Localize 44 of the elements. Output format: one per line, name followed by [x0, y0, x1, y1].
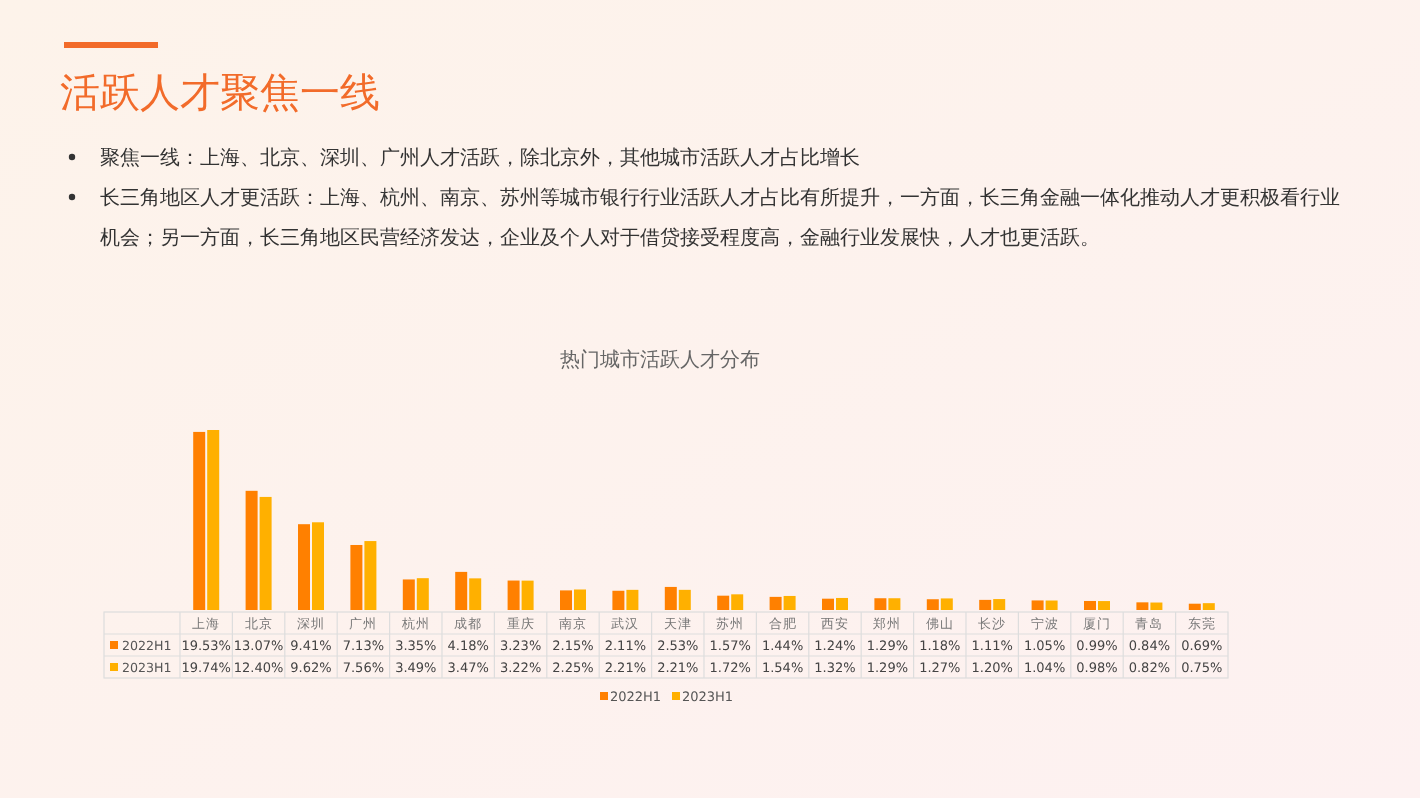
bar	[298, 524, 310, 610]
bar	[1202, 603, 1215, 610]
bar	[940, 598, 953, 610]
bar	[731, 594, 744, 610]
bar	[717, 595, 730, 610]
bar	[1084, 600, 1096, 610]
bar	[822, 598, 834, 610]
text: 长三角地区人才更活跃：上海、杭州、南京、苏州等城市银行行业活跃人才占比有所提升，一方面，长三角金融一体化推动人才更积极看行业机会；另一方面，长三角地区民营经济发达，企业及个人对于借贷接受程度高，金融行业发展快，人才也更活跃。	[100, 186, 1340, 250]
bar	[979, 599, 992, 610]
chart-subtitle: 热门城市活跃人才分布	[560, 348, 760, 372]
bar	[560, 590, 572, 610]
bar	[402, 579, 415, 610]
bar	[507, 580, 520, 610]
bar	[993, 599, 1006, 610]
bar	[664, 586, 677, 610]
bar	[364, 541, 377, 610]
bar	[193, 431, 206, 610]
bar	[350, 544, 363, 610]
bar	[769, 596, 782, 610]
bar	[836, 597, 848, 610]
bar	[1150, 602, 1163, 610]
bar	[1031, 600, 1044, 610]
bar	[521, 580, 534, 610]
bar	[612, 590, 625, 610]
bar	[874, 598, 887, 610]
bar	[1188, 603, 1201, 610]
bar	[888, 598, 901, 610]
bar	[245, 490, 258, 610]
bar	[207, 430, 220, 610]
bar	[455, 571, 468, 610]
bar	[1045, 600, 1058, 610]
bar	[626, 589, 639, 610]
bar	[678, 589, 691, 610]
bar	[1098, 601, 1110, 610]
text: 聚焦一线：上海、北京、深圳、广州人才活跃，除北京外，其他城市活跃人才占比增长	[100, 146, 860, 170]
bar	[312, 522, 324, 610]
chart-title: 活跃人才聚焦一线	[60, 68, 380, 116]
bar	[416, 578, 429, 610]
bar	[926, 599, 939, 610]
bar	[259, 496, 272, 610]
bar	[574, 589, 586, 610]
bar	[1136, 602, 1149, 610]
bar	[783, 595, 796, 610]
bar	[469, 578, 482, 610]
